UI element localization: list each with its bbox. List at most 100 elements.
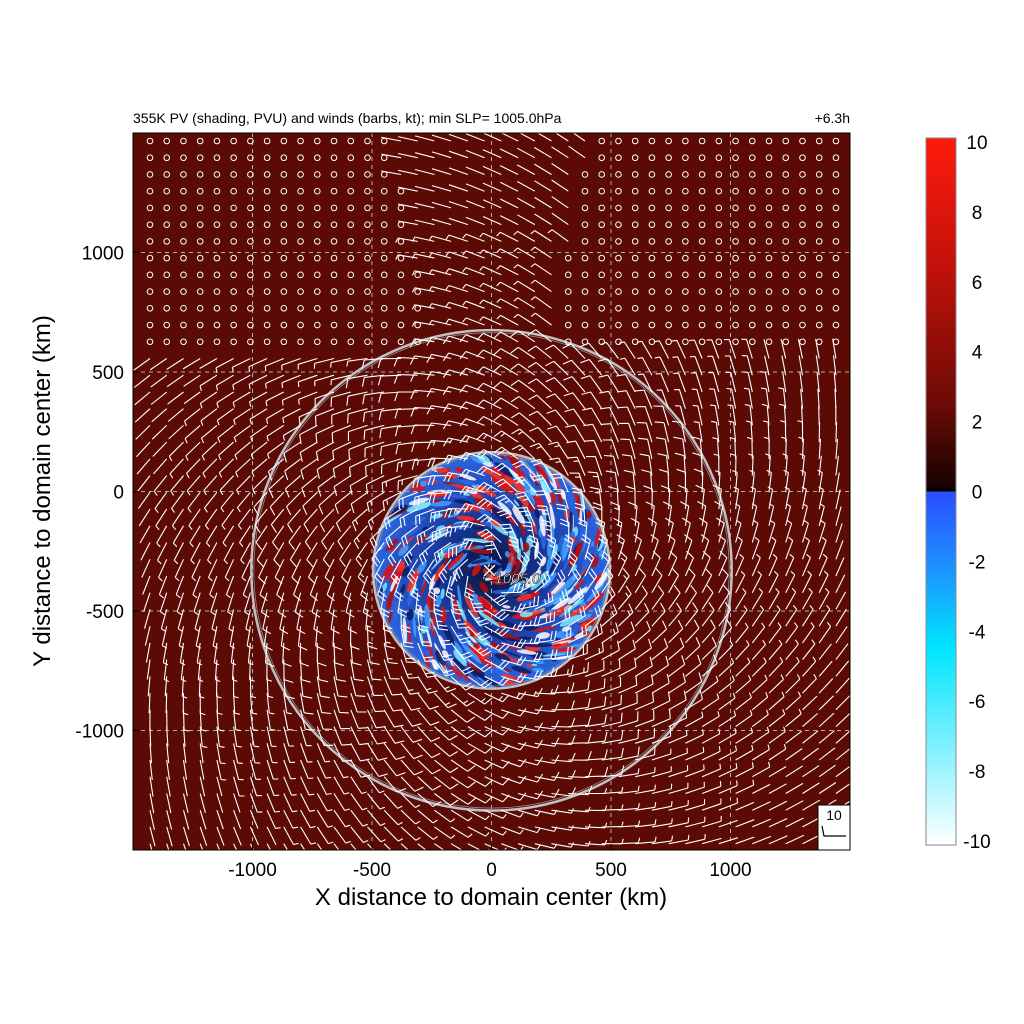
wind-barb (333, 676, 348, 698)
wind-barb (350, 692, 367, 713)
wind-barb (690, 436, 703, 459)
wind-barb (381, 153, 402, 159)
calm-wind-marker (297, 254, 304, 262)
pv-patch (519, 523, 526, 537)
wind-barb (426, 370, 452, 381)
calm-wind-marker (581, 171, 589, 178)
wind-barb (383, 642, 398, 665)
wind-barb (634, 692, 655, 711)
wind-barb (710, 404, 720, 426)
calm-wind-marker (380, 221, 388, 228)
wind-barb (300, 743, 313, 763)
wind-barb (315, 424, 335, 444)
wind-barb (568, 768, 593, 779)
wind-barb (270, 508, 285, 533)
wind-barb (668, 690, 687, 711)
wind-barb (559, 518, 570, 543)
calm-wind-marker (196, 221, 204, 228)
calm-wind-marker (665, 271, 672, 279)
wind-barb (802, 695, 818, 711)
wind-barb (280, 626, 291, 651)
pv-patch (384, 513, 402, 524)
wind-barb (397, 475, 418, 491)
wind-barb (735, 727, 754, 744)
calm-wind-marker (631, 254, 639, 262)
wind-barb (517, 197, 536, 209)
wind-barb (445, 251, 469, 259)
wind-barb (482, 215, 502, 226)
wind-barb (330, 609, 340, 634)
calm-wind-marker (380, 238, 388, 245)
wind-barb (149, 793, 155, 814)
wind-barb (143, 592, 151, 612)
calm-wind-marker (230, 338, 237, 346)
wind-barb (569, 472, 586, 493)
wind-barb (348, 441, 368, 460)
calm-wind-marker (648, 204, 656, 212)
wind-barb (584, 551, 595, 577)
wind-barb (138, 508, 151, 527)
calm-wind-marker (682, 338, 689, 346)
calm-wind-marker (732, 271, 739, 279)
calm-wind-marker (297, 187, 304, 195)
calm-wind-marker (765, 271, 773, 279)
wind-barb (668, 672, 686, 694)
wind-barb (685, 711, 704, 728)
wind-barb (537, 505, 553, 526)
wind-barb (568, 823, 591, 830)
calm-wind-marker (832, 171, 840, 178)
wind-barb (799, 453, 805, 476)
wind-barb (415, 592, 426, 618)
wind-barb (433, 609, 449, 631)
wind-barb (818, 695, 834, 711)
pv-patch (529, 497, 535, 507)
wind-barb (428, 269, 452, 276)
calm-wind-marker (715, 187, 723, 195)
wind-barb (496, 265, 519, 276)
wind-barb (510, 363, 536, 376)
wind-barb (728, 420, 737, 443)
wind-barb (149, 759, 153, 780)
pv-patch (419, 480, 427, 487)
wind-barb (316, 642, 327, 667)
calm-wind-marker (648, 305, 656, 312)
wind-barb (600, 406, 619, 426)
wind-barb (817, 469, 823, 493)
wind-barb (199, 759, 205, 780)
wind-barb (621, 454, 636, 476)
calm-wind-marker (615, 154, 622, 162)
wind-barb (476, 513, 502, 527)
wind-barb (410, 575, 421, 602)
wind-barb (684, 602, 699, 627)
wind-barb (433, 659, 456, 677)
wind-barb (655, 437, 670, 459)
pv-patch (495, 567, 503, 576)
calm-wind-marker (832, 288, 840, 295)
pv-patch (452, 657, 469, 676)
wind-barb (411, 304, 435, 310)
pv-patch (523, 542, 530, 552)
wind-barb (768, 536, 777, 560)
wind-barb (462, 300, 485, 309)
calm-wind-marker (815, 238, 823, 245)
wind-barb (299, 441, 318, 462)
pv-patch (579, 524, 586, 543)
calm-wind-marker (146, 254, 154, 262)
wind-barb (316, 793, 333, 812)
wind-barb (476, 366, 502, 376)
wind-barb (551, 212, 569, 226)
wind-barb (619, 422, 636, 443)
wind-barb (297, 357, 318, 370)
wind-barb (233, 843, 238, 850)
wind-barb (249, 776, 262, 797)
calm-wind-marker (648, 321, 656, 329)
calm-wind-marker (247, 288, 254, 295)
wind-barb (302, 491, 318, 515)
wind-barb (255, 525, 268, 551)
wind-barb (428, 235, 452, 242)
pv-patch (579, 509, 583, 525)
wind-barb (601, 658, 621, 677)
wind-barb (529, 442, 552, 460)
wind-barb (139, 525, 151, 544)
calm-wind-marker (196, 271, 204, 279)
